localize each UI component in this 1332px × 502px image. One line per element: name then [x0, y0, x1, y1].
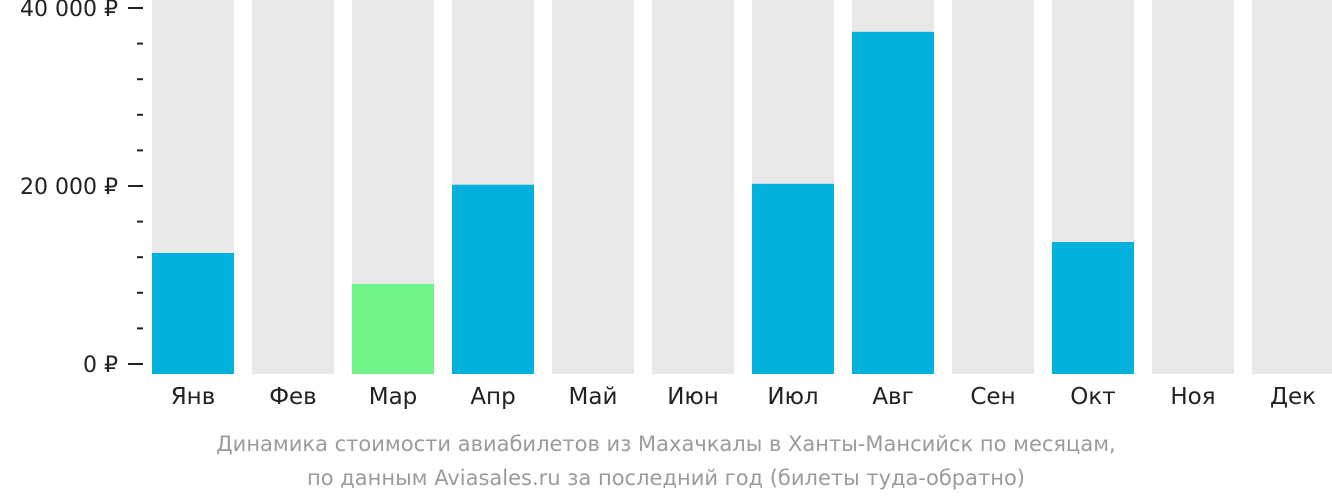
x-tick-label: Май [569, 384, 618, 410]
x-tick-label: Окт [1070, 384, 1115, 410]
x-tick-label: Июл [767, 384, 818, 410]
chart-caption-line-1: Динамика стоимости авиабилетов из Махачк… [216, 432, 1116, 456]
bar-Июл[interactable] [752, 183, 834, 374]
y-tick-label: 40 000 ₽ [20, 0, 118, 22]
bar-Апр[interactable] [452, 184, 534, 374]
x-tick-label: Фев [269, 384, 317, 410]
bar-Авг[interactable] [852, 31, 934, 375]
x-tick-label: Апр [470, 384, 515, 410]
bar-Янв[interactable] [152, 252, 234, 374]
x-tick-label: Мар [369, 384, 418, 410]
x-tick-label: Дек [1270, 384, 1316, 410]
background-column [1152, 0, 1234, 374]
x-tick-label: Сен [970, 384, 1015, 410]
background-column [952, 0, 1034, 374]
y-tick-label: 20 000 ₽ [20, 175, 118, 200]
chart-caption-line-2: по данным Aviasales.ru за последний год … [307, 466, 1025, 490]
y-tick-label: 0 ₽ [83, 353, 118, 378]
bar-Окт[interactable] [1052, 242, 1134, 374]
x-tick-label: Ноя [1170, 384, 1215, 410]
bars [152, 31, 1134, 375]
x-tick-label: Янв [171, 384, 216, 410]
x-tick-label: Июн [667, 384, 719, 410]
x-tick-label: Авг [872, 384, 913, 410]
background-columns [152, 0, 1332, 374]
bar-Мар[interactable] [352, 283, 434, 374]
background-column [652, 0, 734, 374]
background-column [1252, 0, 1332, 374]
background-column [552, 0, 634, 374]
background-column [252, 0, 334, 374]
price-bar-chart: 0 ₽ 20 000 ₽ 40 000 ₽ Янв Фев Мар Апр Май Июн Ию… [20, 0, 1332, 410]
x-axis: Янв Фев Мар Апр Май Июн Июл Авг Сен Окт Ноя Дек [171, 384, 1316, 410]
y-axis: 0 ₽ 20 000 ₽ 40 000 ₽ [20, 0, 143, 378]
